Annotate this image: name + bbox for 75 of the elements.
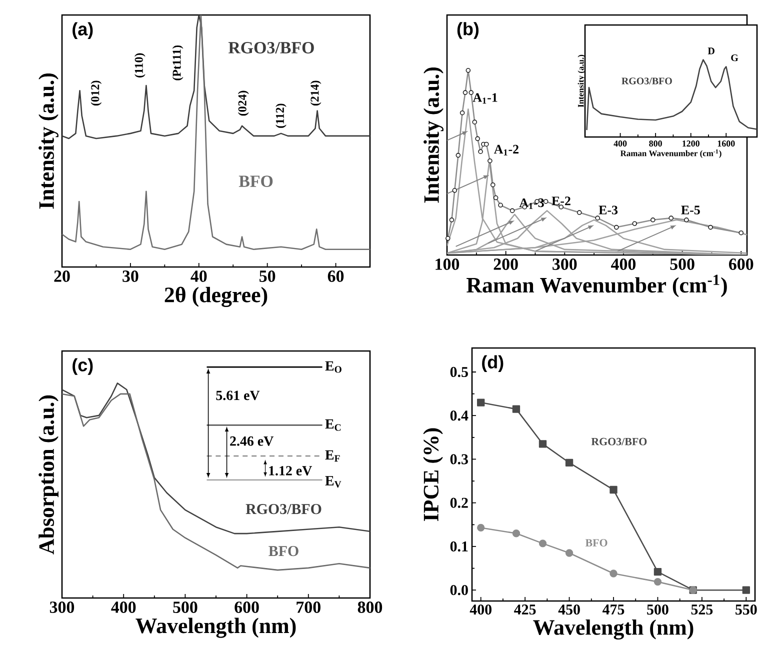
annotation: E$_{C}$ [325,419,341,431]
annotation: (Pt111) [172,45,184,80]
x-tick-label: 500 [173,602,198,613]
x-tick-label: 1600 [718,140,735,147]
series-label: BFO [268,546,298,556]
y-tick-label: 0.3 [450,454,468,464]
annotation: E-5 [681,206,700,214]
annotation: E$_{F}$ [325,450,340,462]
annotation: (112) [276,104,286,128]
annotation: E-2 [552,196,570,206]
text: RGO3/BFO [622,78,672,84]
series-label: BFO [585,539,608,546]
x-tick-label: 500 [670,258,694,270]
chart-title: (d) [482,355,504,372]
x-tick-label: 30 [122,270,138,282]
y-axis-title: Intensity (a.u.) [424,67,444,203]
x-tick-label: 400 [614,140,627,147]
y-axis-title: Absorption (a.u.) [38,395,58,554]
y-tick-label: 0.5 [450,366,468,378]
x-tick-label: 525 [691,604,713,615]
x-axis-title: Raman Wavenumber (cm$^{-1}$) [620,149,722,158]
x-tick-label: 800 [649,140,662,147]
x-tick-label: 400 [611,258,636,270]
chart-title: (b) [457,22,479,39]
y-tick-label: 0.4 [450,410,468,421]
x-tick-label: 60 [328,270,344,282]
y-tick-label: 0.2 [450,498,468,508]
annotation: (110) [134,53,146,78]
x-tick-label: 450 [558,604,580,615]
annotation: 2.46 eV [230,436,274,446]
x-tick-label: 100 [436,258,460,270]
annotation: E-3 [598,206,618,214]
annotation: (012) [90,80,102,106]
y-axis-title: Intensity (a.u.) [38,73,58,209]
annotation: (214) [310,80,322,106]
annotation: A$_{1}$-1 [472,93,498,104]
annotation: E$_{V}$ [325,476,342,488]
series-label: BFO [238,176,273,188]
x-tick-label: 700 [296,602,320,613]
x-tick-label: 20 [54,270,70,282]
annotation: (024) [238,90,249,116]
annotation: G [731,54,738,62]
series-label: RGO3/BFO [228,42,314,54]
series-label: RGO3/BFO [246,504,322,514]
chart-title: (c) [72,358,93,375]
x-tick-label: 400 [111,602,136,613]
annotation: D [708,48,714,54]
y-tick-label: 0.0 [450,585,468,596]
x-tick-label: 600 [729,258,754,270]
x-axis-title: Wavelength (nm) [533,619,694,640]
annotation: 5.61 eV [216,390,260,400]
x-tick-label: 200 [494,258,518,270]
x-tick-label: 800 [358,602,382,613]
x-tick-label: 1200 [682,140,700,147]
x-tick-label: 50 [260,270,276,282]
y-axis-title: IPCE (%) [423,428,443,521]
x-tick-label: 500 [647,604,668,615]
x-tick-label: 40 [190,270,207,282]
x-tick-label: 400 [470,604,492,615]
x-axis-title: Wavelength (nm) [136,618,296,638]
x-axis-title: 2θ (degree) [164,286,268,307]
x-tick-label: 600 [234,602,259,613]
chart-title: (a) [72,22,93,40]
x-tick-label: 300 [50,602,74,613]
text: E$_{O}$ [325,361,342,373]
y-axis-title: Intensity (a.u.) [578,54,586,108]
text: RGO3/BFO [591,438,647,446]
x-tick-label: 300 [552,258,577,270]
x-axis-title: Raman Wavenumber (cm$^{-1}$) [466,274,727,298]
x-tick-label: 475 [602,604,624,614]
x-tick-label: 425 [514,604,536,615]
y-tick-label: 0.1 [450,541,468,552]
x-tick-label: 550 [736,604,757,615]
annotation: 1.12 eV [269,466,312,476]
annotation: A$_{1}$-2 [494,144,518,156]
